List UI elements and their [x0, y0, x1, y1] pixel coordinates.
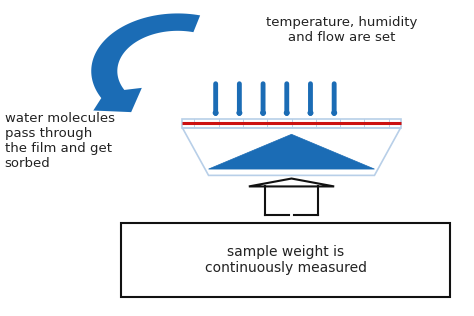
- Bar: [182, 118, 401, 128]
- Bar: [121, 223, 450, 297]
- Text: water molecules
pass through
the film and get
sorbed: water molecules pass through the film an…: [5, 112, 115, 170]
- Polygon shape: [91, 14, 200, 112]
- Text: temperature, humidity
and flow are set: temperature, humidity and flow are set: [265, 16, 417, 44]
- Polygon shape: [249, 179, 334, 186]
- Polygon shape: [209, 134, 374, 169]
- Text: sample weight is
continuously measured: sample weight is continuously measured: [205, 245, 366, 275]
